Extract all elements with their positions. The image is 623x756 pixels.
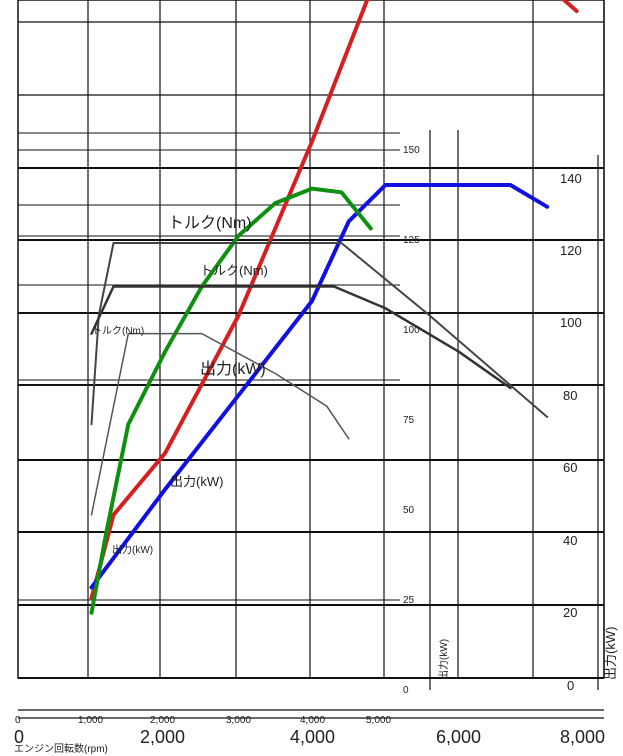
- x-tick-large-1: 2,000: [140, 727, 185, 747]
- y-tick-right-1: 20: [563, 605, 577, 620]
- y-tick-right-0: 0: [567, 678, 574, 693]
- tick-labels: 0 2,000 4,000 6,000 8,000 0 1,000 2,000 …: [14, 145, 618, 755]
- series-line-0: [89, 0, 579, 601]
- label-power-mid: 出力(kW): [170, 474, 223, 489]
- series-labels: トルク(Nm) トルク(Nm) トルク(Nm) 出力(kW) 出力(kW) 出力…: [92, 214, 268, 556]
- grid-lines: [17, 0, 605, 719]
- x-tick-large-4: 8,000: [560, 727, 605, 747]
- x-tick-small-1: 1,000: [78, 715, 103, 726]
- x-tick-large-3: 6,000: [436, 727, 481, 747]
- label-power-big: 出力(kW): [200, 360, 266, 378]
- axis-label-kw-right: 出力(kW): [603, 627, 618, 680]
- y-tick-mid-4: 100: [403, 325, 420, 336]
- series-line-1: [89, 183, 550, 590]
- y-tick-mid-3: 75: [403, 415, 415, 426]
- axis-label-kw-mid: 出力(kW): [437, 639, 450, 680]
- x-tick-large-0: 0: [14, 727, 24, 747]
- y-tick-mid-2: 50: [403, 505, 415, 516]
- x-tick-large-2: 4,000: [290, 727, 335, 747]
- y-tick-right-3: 60: [563, 460, 577, 475]
- label-torque-small: トルク(Nm): [92, 325, 144, 337]
- y-tick-mid-1: 25: [403, 595, 415, 606]
- y-tick-right-6: 120: [560, 243, 582, 258]
- label-torque-mid: トルク(Nm): [200, 263, 268, 278]
- x-axis-label: エンジン回転数(rpm): [14, 742, 108, 755]
- y-tick-right-5: 100: [560, 315, 582, 330]
- y-tick-right-7: 140: [560, 171, 582, 186]
- x-tick-small-5: 5,000: [366, 715, 391, 726]
- y-tick-mid-5: 125: [403, 235, 420, 246]
- x-tick-small-2: 2,000: [150, 715, 175, 726]
- x-tick-small-3: 3,000: [226, 715, 251, 726]
- y-tick-mid-0: 0: [403, 685, 409, 696]
- y-tick-mid-6: 150: [403, 145, 420, 156]
- label-power-small: 出力(kW): [112, 543, 153, 556]
- x-tick-small-4: 4,000: [300, 715, 325, 726]
- series-layer: [89, 0, 579, 615]
- x-tick-small-0: 0: [15, 715, 21, 726]
- series-line-5: [90, 332, 350, 516]
- series-line-2: [89, 186, 373, 615]
- y-tick-right-4: 80: [563, 388, 577, 403]
- y-tick-right-2: 40: [563, 533, 577, 548]
- label-torque-big: トルク(Nm): [168, 214, 252, 232]
- series-line-4: [90, 285, 512, 390]
